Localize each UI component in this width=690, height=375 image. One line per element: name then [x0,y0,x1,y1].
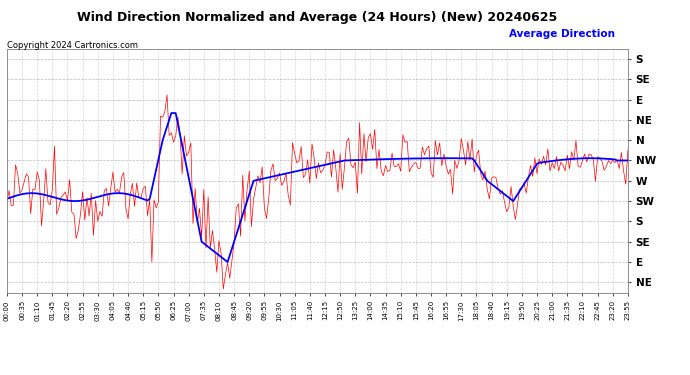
Text: Average Direction: Average Direction [509,29,615,39]
Text: Copyright 2024 Cartronics.com: Copyright 2024 Cartronics.com [7,41,138,50]
Text: Wind Direction Normalized and Average (24 Hours) (New) 20240625: Wind Direction Normalized and Average (2… [77,11,558,24]
